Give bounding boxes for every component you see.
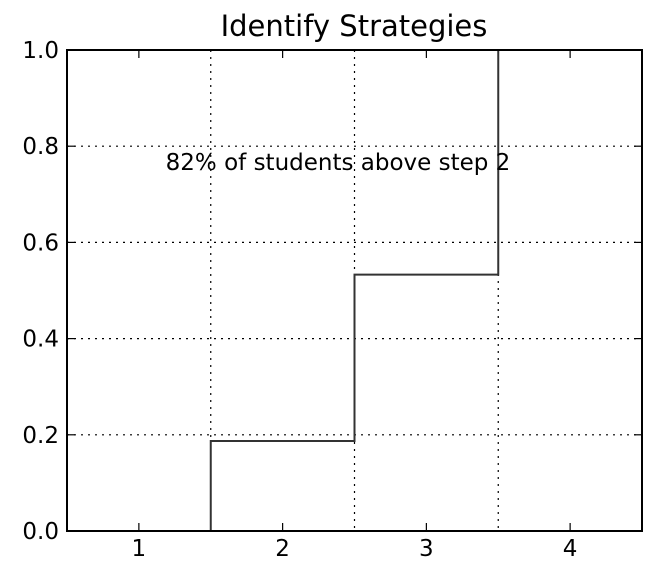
x-tick-label: 4 [563,536,578,562]
y-tick-label: 0.8 [22,134,59,160]
y-tick-labels: 0.0 0.2 0.4 0.6 0.8 1.0 [22,38,59,545]
x-tick-label: 2 [275,536,290,562]
chart-title: Identify Strategies [221,9,488,43]
x-tick-marks [138,50,571,531]
x-tick-labels: 1 2 3 4 [132,536,578,562]
x-tick-label: 3 [419,536,434,562]
y-tick-label: 0.6 [22,230,59,256]
x-tick-label: 1 [132,536,147,562]
y-tick-label: 0.4 [22,327,59,353]
annotation-text: 82% of students above step 2 [166,150,511,176]
plot-frame [66,49,643,532]
y-tick-label: 0.2 [22,423,59,449]
y-tick-label: 0.0 [22,519,59,545]
step-line [67,49,642,532]
y-tick-label: 1.0 [22,38,59,64]
